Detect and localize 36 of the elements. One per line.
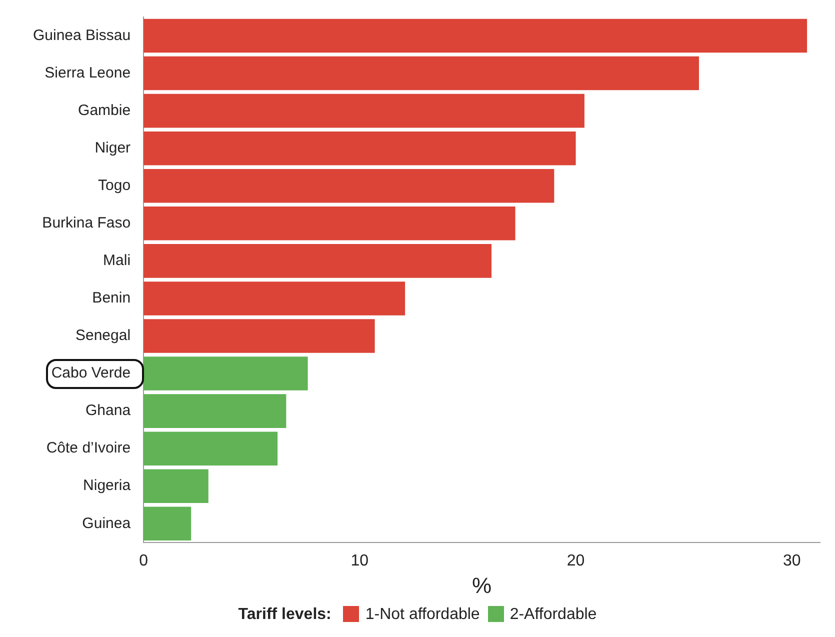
bar bbox=[144, 168, 554, 203]
bar bbox=[144, 18, 808, 53]
x-tick-label: 20 bbox=[566, 552, 585, 570]
x-tick-label: 30 bbox=[783, 552, 801, 570]
legend-label: 2-Affordable bbox=[510, 606, 597, 623]
y-tick-label: Sierra Leone bbox=[44, 64, 131, 82]
bar bbox=[144, 506, 192, 541]
bar bbox=[144, 282, 406, 316]
y-tick-label: Benin bbox=[92, 290, 131, 307]
x-axis-title: % bbox=[472, 572, 492, 598]
y-tick-label: Niger bbox=[94, 139, 131, 156]
bar bbox=[144, 394, 286, 428]
bar bbox=[144, 206, 516, 240]
y-tick-label: Ghana bbox=[86, 402, 132, 420]
bar bbox=[144, 432, 278, 466]
y-tick-label: Togo bbox=[98, 177, 131, 194]
bar bbox=[144, 94, 584, 128]
bar bbox=[144, 319, 375, 353]
x-tick-label: 10 bbox=[350, 552, 369, 570]
bar bbox=[144, 56, 699, 90]
y-tick-label: Senegal bbox=[75, 327, 131, 344]
bar bbox=[144, 131, 576, 166]
bar bbox=[144, 469, 208, 503]
bar bbox=[144, 244, 492, 278]
legend-label: 1-Not affordable bbox=[365, 606, 480, 623]
bar bbox=[144, 356, 308, 390]
x-tick-label: 0 bbox=[139, 552, 148, 570]
y-tick-label: Cabo Verde bbox=[51, 364, 131, 382]
y-tick-label: Nigeria bbox=[83, 477, 132, 494]
y-tick-label: Côte d’Ivoire bbox=[46, 440, 131, 457]
y-tick-label: Gambie bbox=[78, 102, 131, 119]
legend-title: Tariff levels: bbox=[238, 606, 332, 623]
y-tick-label: Burkina Faso bbox=[42, 214, 131, 232]
y-tick-label: Guinea bbox=[82, 514, 132, 532]
y-tick-label: Guinea Bissau bbox=[32, 26, 131, 44]
y-tick-label: Mali bbox=[103, 252, 131, 270]
